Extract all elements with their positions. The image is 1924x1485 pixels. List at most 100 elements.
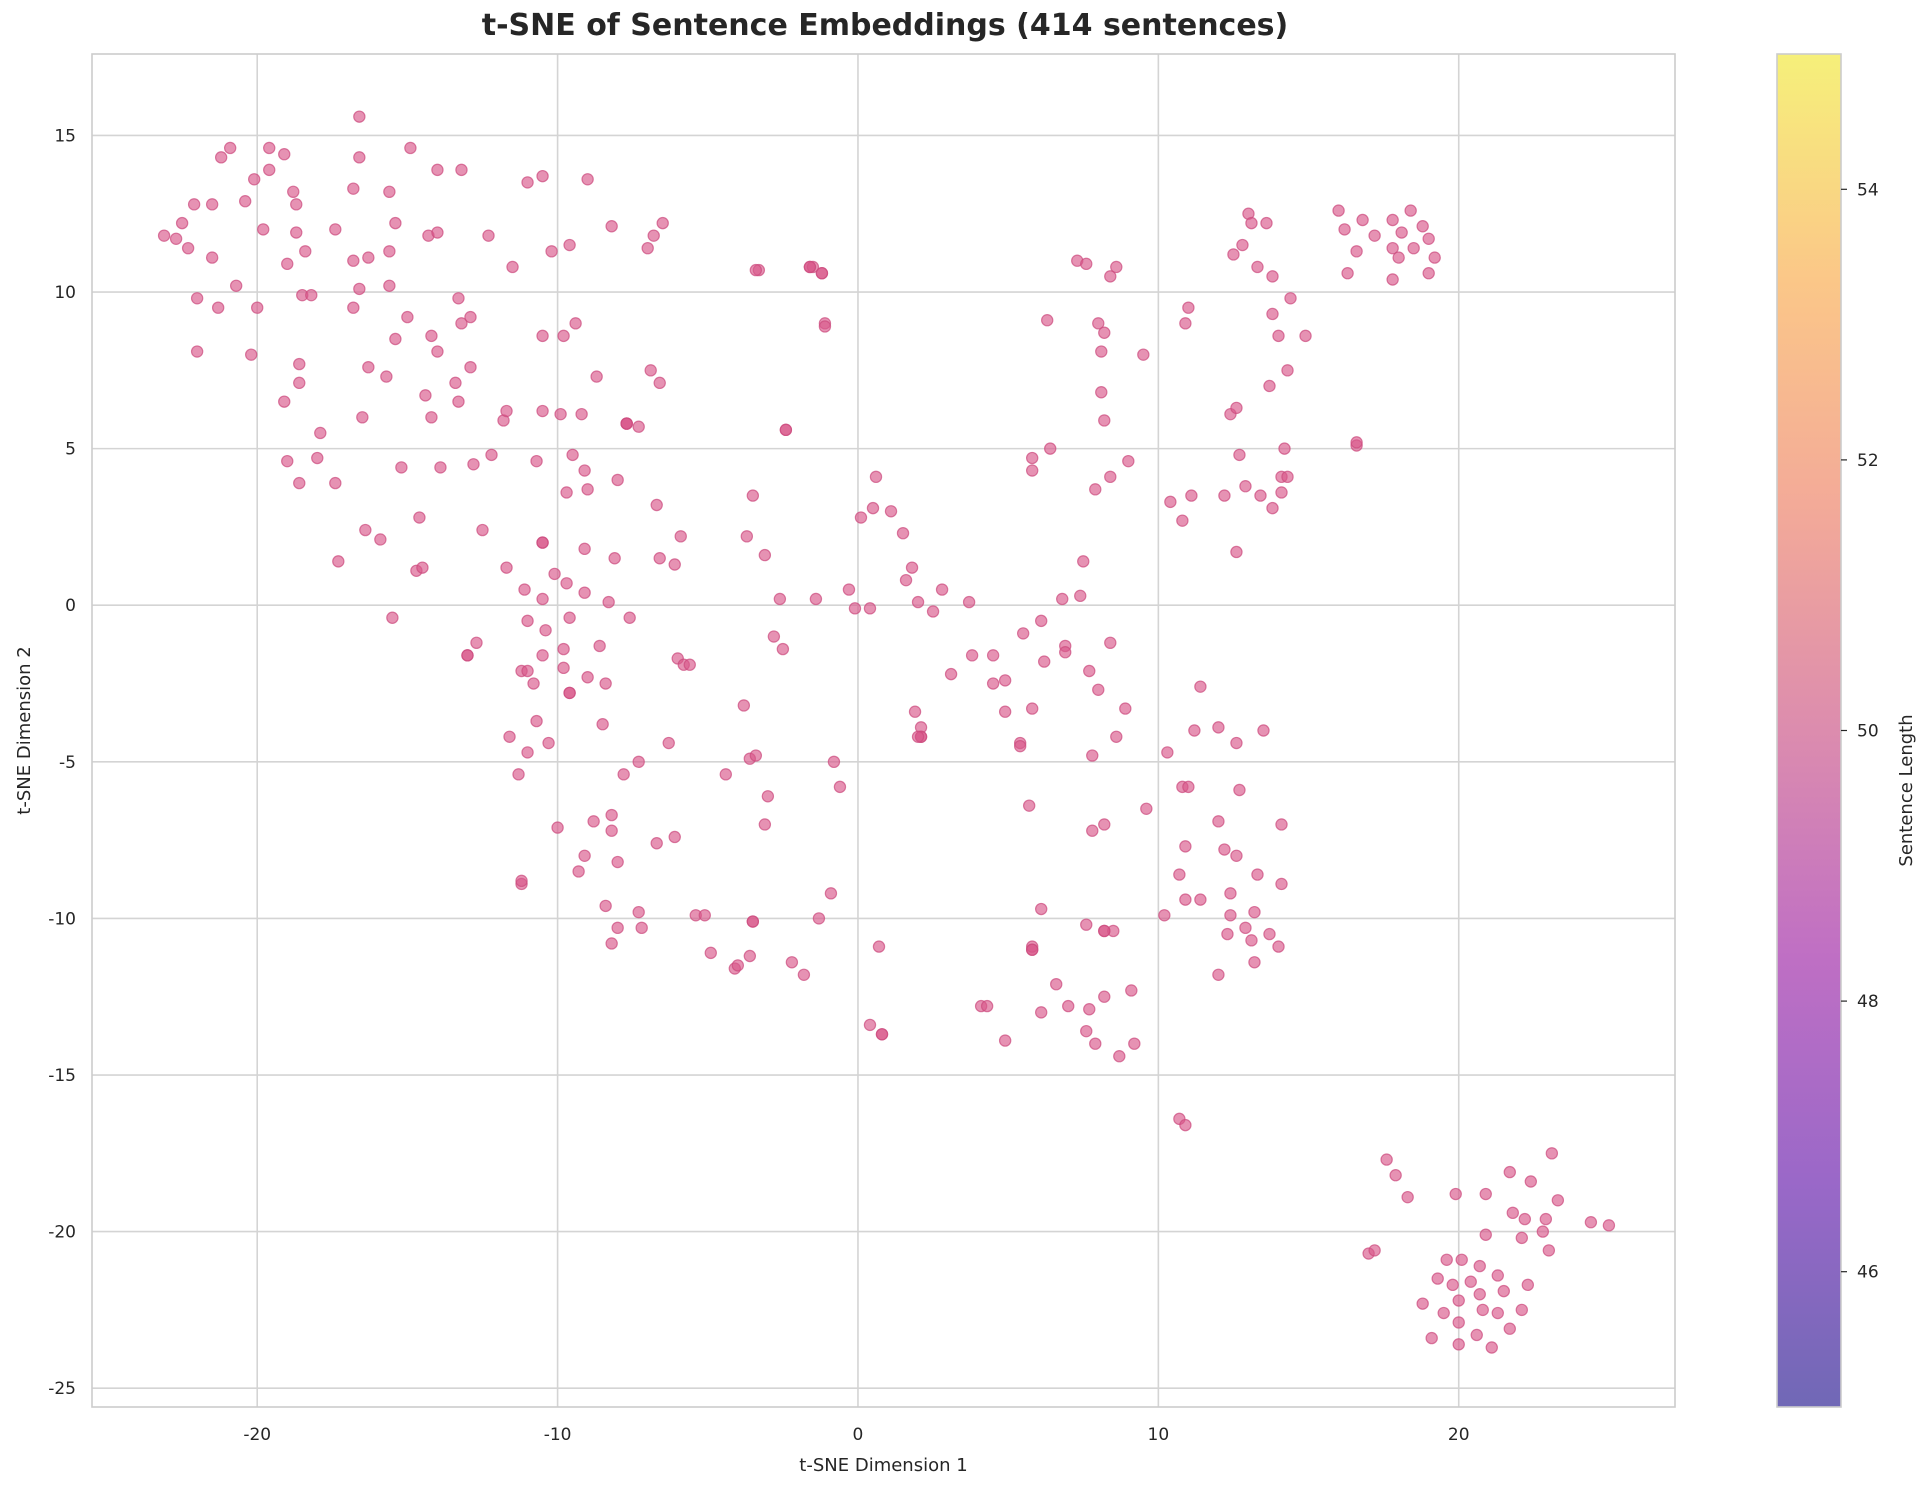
data-point	[1227, 248, 1240, 261]
data-point	[455, 163, 468, 177]
data-point	[557, 329, 570, 343]
data-point	[650, 837, 663, 850]
data-point	[1245, 934, 1258, 947]
data-point	[911, 595, 925, 609]
data-point	[563, 686, 576, 700]
data-point	[1044, 442, 1057, 455]
data-point	[389, 216, 402, 230]
data-point	[1449, 1187, 1462, 1201]
data-point	[1083, 664, 1096, 678]
data-point	[536, 592, 549, 606]
data-point	[506, 260, 519, 274]
data-point	[980, 999, 994, 1013]
data-point	[911, 730, 925, 743]
data-point	[581, 173, 594, 186]
colorbar-tick-label: 52	[1857, 451, 1879, 471]
data-point	[431, 345, 444, 358]
data-point	[1056, 592, 1069, 606]
colorbar-tick-label: 48	[1857, 992, 1879, 1012]
data-point	[1584, 1216, 1598, 1229]
data-point	[1479, 1228, 1492, 1241]
data-point	[608, 552, 621, 565]
data-point	[1506, 1206, 1519, 1220]
data-point	[419, 389, 432, 402]
data-point	[1095, 345, 1108, 358]
data-point	[434, 461, 447, 474]
data-point	[1536, 1225, 1550, 1238]
data-point	[332, 555, 345, 568]
data-point	[581, 671, 594, 684]
data-point	[635, 921, 648, 935]
data-point	[374, 533, 387, 546]
data-point	[1113, 1050, 1126, 1063]
data-point	[1182, 301, 1195, 314]
data-point	[281, 454, 294, 468]
data-point	[551, 821, 564, 834]
data-point	[1173, 868, 1186, 881]
data-point	[431, 163, 444, 177]
scatter-points	[157, 110, 1616, 1354]
data-point	[1080, 257, 1093, 271]
data-point	[1161, 746, 1174, 759]
data-point	[545, 245, 558, 258]
data-point	[1389, 1169, 1402, 1182]
data-point	[1272, 329, 1285, 343]
data-point	[815, 267, 829, 280]
data-point	[169, 232, 183, 245]
data-point	[818, 320, 832, 333]
data-point	[238, 195, 252, 208]
data-point	[1518, 1212, 1532, 1226]
data-point	[1551, 1194, 1565, 1207]
data-point	[521, 664, 534, 678]
data-point	[1230, 545, 1243, 559]
data-point	[743, 949, 757, 963]
data-point	[1386, 273, 1399, 286]
data-point	[401, 310, 414, 324]
y-axis-label: t-SNE Dimension 2	[14, 646, 35, 814]
data-point	[944, 667, 958, 681]
data-point	[905, 561, 919, 574]
gridlines	[92, 54, 1675, 1407]
data-point	[229, 279, 243, 292]
data-point	[1275, 818, 1288, 831]
y-axis-ticks: 15 10 5 0 -5 -10 -15 -20 -25	[48, 126, 76, 1399]
data-point	[1086, 749, 1099, 762]
data-point	[833, 780, 847, 794]
data-point	[347, 254, 360, 267]
data-point	[1497, 1284, 1510, 1298]
data-point	[875, 1028, 889, 1041]
y-tick-label: 10	[54, 283, 76, 303]
data-point	[1089, 483, 1102, 496]
data-point	[1278, 442, 1291, 455]
data-point	[1050, 977, 1063, 991]
data-point	[257, 223, 270, 236]
data-point	[848, 602, 862, 615]
data-point	[383, 185, 396, 199]
data-point	[464, 310, 477, 324]
data-point	[1098, 414, 1111, 427]
y-tick-label: -20	[48, 1223, 76, 1243]
data-point	[464, 360, 477, 374]
data-point	[362, 251, 375, 264]
data-point	[812, 912, 826, 925]
data-point	[287, 185, 300, 199]
data-point	[620, 417, 633, 430]
data-point	[866, 501, 880, 515]
y-tick-label: -15	[48, 1066, 76, 1086]
colorbar-gradient	[1776, 53, 1842, 1408]
data-point	[263, 141, 276, 155]
data-point	[1080, 1024, 1093, 1038]
data-point	[1224, 909, 1237, 922]
data-point	[854, 511, 868, 524]
data-point	[773, 592, 787, 606]
data-point	[1503, 1322, 1516, 1335]
y-tick-label: -5	[59, 753, 76, 773]
data-point	[1098, 326, 1111, 339]
data-point	[1455, 1253, 1468, 1266]
data-point	[1521, 1278, 1535, 1292]
data-point	[1179, 317, 1192, 330]
data-point	[578, 586, 591, 599]
data-point	[1476, 1303, 1489, 1317]
data-point	[557, 661, 570, 675]
data-point	[1062, 999, 1075, 1013]
